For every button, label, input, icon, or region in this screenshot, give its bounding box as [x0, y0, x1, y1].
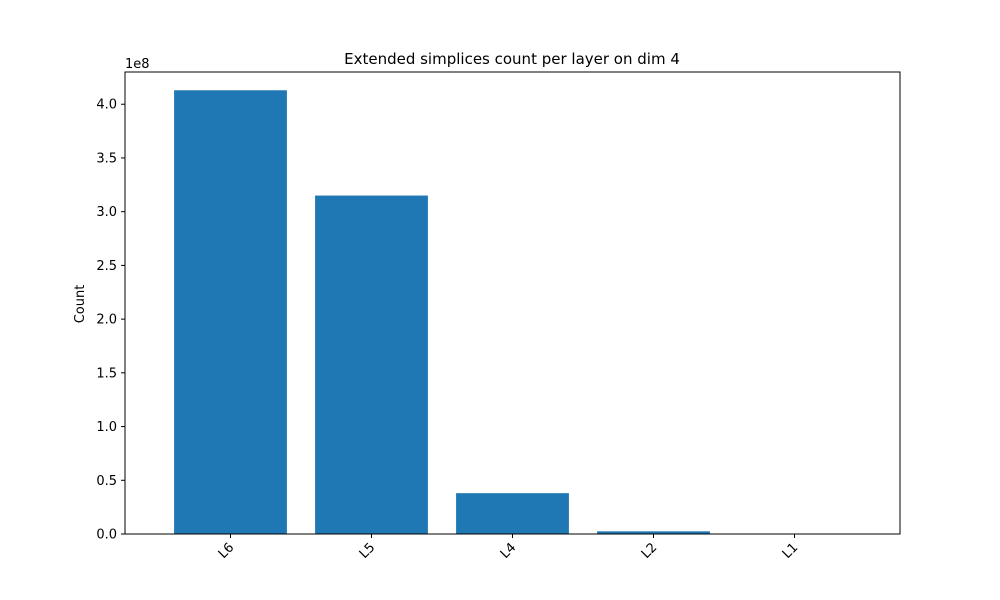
bars-group — [174, 90, 710, 535]
plot-frame — [124, 71, 901, 535]
y-tick-label: 1.0 — [96, 420, 117, 435]
x-tick-label: L1 — [780, 540, 802, 562]
bar-l6 — [174, 90, 287, 535]
y-tick-label: 0.5 — [96, 474, 117, 489]
y-tick-label: 0.0 — [96, 528, 117, 543]
bar-l4 — [456, 493, 569, 534]
y-axis-label: Count — [73, 285, 88, 324]
y-axis-multiplier: 1e8 — [125, 57, 150, 72]
y-axis-ticks: 0.0 0.5 1.0 1.5 2.0 2.5 3.0 3.5 4.0 — [96, 98, 125, 543]
x-tick-label: L6 — [216, 540, 238, 562]
y-tick-label: 3.0 — [96, 205, 117, 220]
bar-l5 — [315, 195, 428, 534]
x-tick-label: L5 — [357, 540, 379, 562]
bar-l2 — [597, 531, 710, 534]
chart-title: Extended simplices count per layer on di… — [344, 50, 680, 68]
y-tick-label: 2.5 — [96, 259, 117, 274]
x-axis-ticks: L6 L5 L4 L2 L1 — [216, 534, 802, 562]
x-tick-label: L4 — [498, 540, 520, 562]
y-tick-label: 4.0 — [96, 98, 117, 113]
y-tick-label: 3.5 — [96, 151, 117, 166]
y-tick-label: 1.5 — [96, 366, 117, 381]
y-tick-label: 2.0 — [96, 313, 117, 328]
x-tick-label: L2 — [639, 540, 661, 562]
